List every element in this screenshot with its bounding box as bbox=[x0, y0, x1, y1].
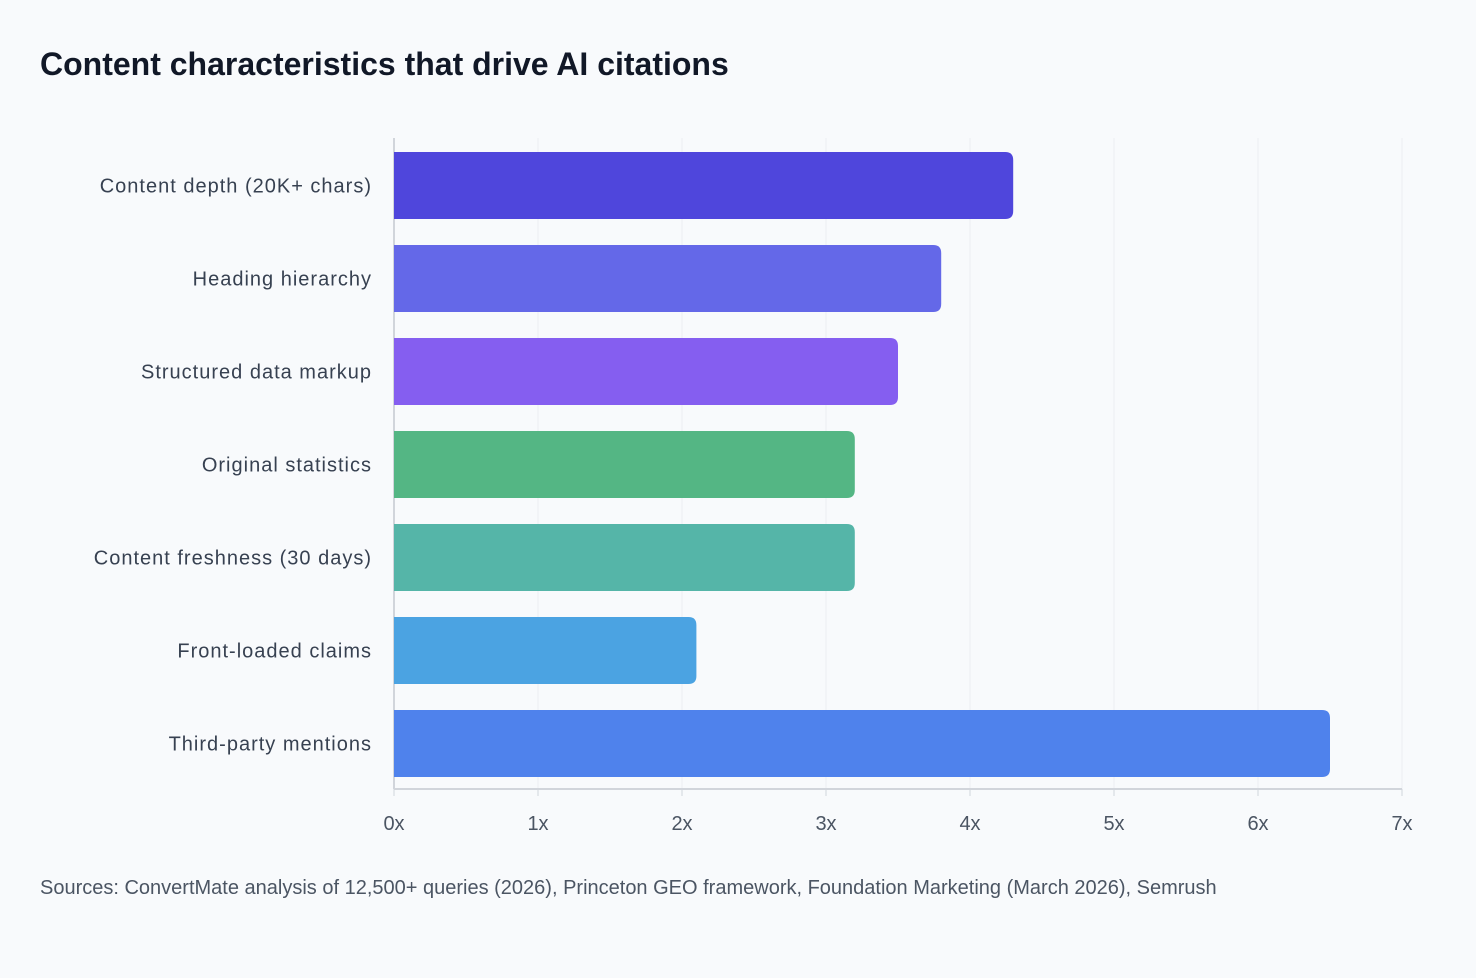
chart-source-note: Sources: ConvertMate analysis of 12,500+… bbox=[40, 877, 1217, 899]
category-label: Content depth (20K+ chars) bbox=[100, 176, 372, 198]
x-tick-label: 1x bbox=[527, 813, 548, 835]
category-label: Original statistics bbox=[202, 455, 372, 477]
bar bbox=[394, 710, 1330, 777]
category-label: Front-loaded claims bbox=[177, 641, 372, 663]
bar bbox=[394, 152, 1014, 219]
chart-title: Content characteristics that drive AI ci… bbox=[40, 46, 729, 82]
x-tick-label: 3x bbox=[815, 813, 836, 835]
x-tick-label: 4x bbox=[959, 813, 980, 835]
x-tick-label: 6x bbox=[1247, 813, 1268, 835]
bar bbox=[394, 617, 697, 684]
category-label: Content freshness (30 days) bbox=[94, 548, 372, 570]
category-label: Structured data markup bbox=[141, 362, 372, 384]
category-label: Third-party mentions bbox=[169, 734, 372, 756]
x-tick-label: 2x bbox=[671, 813, 692, 835]
bar bbox=[394, 245, 942, 312]
bar bbox=[394, 524, 855, 591]
bar bbox=[394, 431, 855, 498]
x-tick-label: 0x bbox=[383, 813, 404, 835]
bar bbox=[394, 338, 898, 405]
category-label: Heading hierarchy bbox=[193, 269, 372, 291]
x-tick-label: 7x bbox=[1391, 813, 1412, 835]
x-tick-label: 5x bbox=[1103, 813, 1124, 835]
